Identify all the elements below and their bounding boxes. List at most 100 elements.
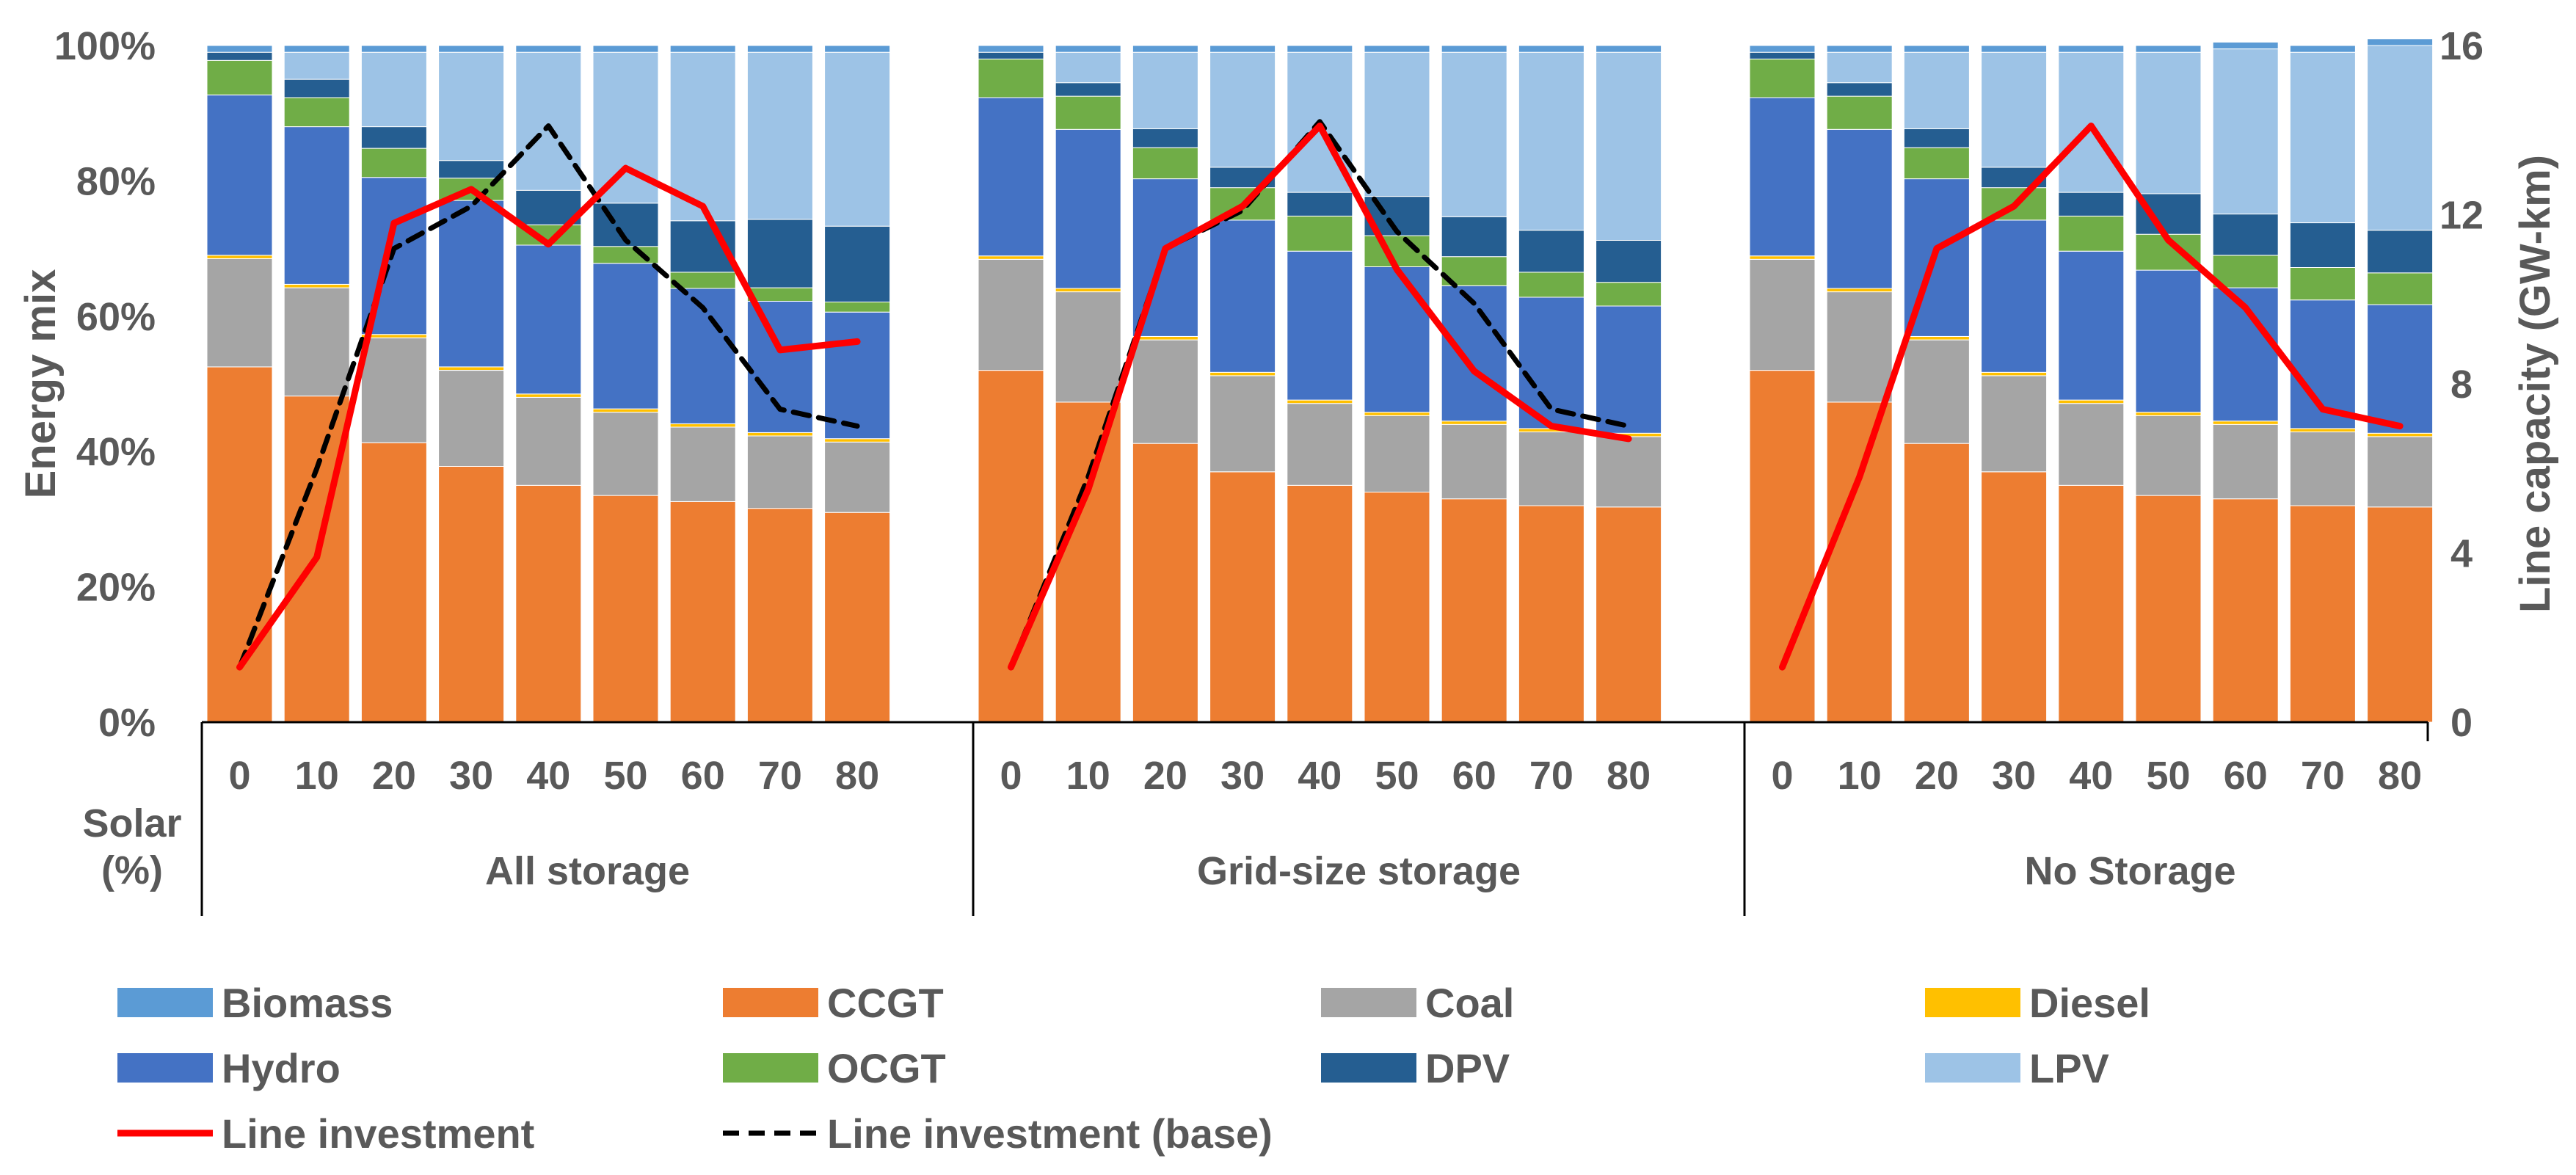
bar-segment-coal-50 <box>2135 415 2202 496</box>
legend-swatch-ccgt <box>723 988 818 1017</box>
bar-segment-ccgt-70 <box>1518 505 1584 723</box>
bar-segment-ocgt-80 <box>824 301 891 313</box>
bar-segment-coal-30 <box>438 370 505 467</box>
legend-label-diesel: Diesel <box>2029 980 2150 1026</box>
bar-segment-ccgt-20 <box>1132 443 1198 723</box>
bar-segment-coal-20 <box>360 337 427 443</box>
lines-layer <box>236 119 2404 671</box>
bars-layer <box>206 38 2434 723</box>
bar-segment-lpv-70 <box>746 51 813 220</box>
bar-segment-biomass-0 <box>206 45 273 53</box>
legend-label-coal: Coal <box>1425 980 1514 1026</box>
bar-segment-diesel-0 <box>978 255 1044 260</box>
legend: Biomass CCGT Coal Diesel Hydro OCGT DPV LPV Line… <box>117 980 2150 1157</box>
line-investment-series-2 <box>1008 123 1632 671</box>
x-tick-label: 30 <box>1220 754 1265 798</box>
x-tick-label: 20 <box>1143 754 1187 798</box>
bar-segment-dpv-0 <box>206 51 273 61</box>
bar-segment-lpv-80 <box>1596 51 1662 241</box>
bar-segment-biomass-20 <box>1132 45 1198 53</box>
bar-segment-dpv-40 <box>1287 192 1353 217</box>
bar-segment-ccgt-10 <box>1826 401 1893 723</box>
bar-segment-diesel-50 <box>2135 412 2202 416</box>
bar-segment-ccgt-30 <box>1209 471 1276 723</box>
bar-segment-hydro-0 <box>978 97 1044 257</box>
bar-segment-diesel-0 <box>1749 255 1816 260</box>
bar-segment-ocgt-60 <box>1441 256 1507 286</box>
bar-segment-lpv-80 <box>2367 45 2434 231</box>
bar-segment-biomass-70 <box>746 45 813 53</box>
legend-label-lpv: LPV <box>2029 1045 2109 1091</box>
y-right-tick-label: 8 <box>2451 363 2473 407</box>
bar-segment-hydro-10 <box>1826 128 1893 289</box>
y-left-tick-label: 80% <box>76 159 156 203</box>
bar-segment-ocgt-70 <box>1518 272 1584 298</box>
bar-segment-coal-40 <box>1287 403 1353 486</box>
bar-segment-biomass-0 <box>978 45 1044 53</box>
legend-label-biomass: Biomass <box>222 980 393 1026</box>
bar-segment-ocgt-80 <box>1596 282 1662 307</box>
legend-label-ccgt: CCGT <box>827 980 944 1026</box>
bar-segment-ocgt-80 <box>2367 272 2434 305</box>
bar-segment-lpv-20 <box>1132 51 1198 129</box>
bar-segment-diesel-80 <box>824 438 891 443</box>
legend-swatch-lpv <box>1925 1053 2020 1083</box>
bar-segment-hydro-60 <box>1441 285 1507 422</box>
bar-segment-diesel-40 <box>515 393 582 398</box>
bar-segment-ocgt-20 <box>360 148 427 178</box>
legend-swatch-dpv <box>1321 1053 1416 1083</box>
bar-segment-biomass-40 <box>2058 45 2125 53</box>
bar-segment-biomass-60 <box>1441 45 1507 53</box>
legend-swatch-hydro <box>117 1053 213 1083</box>
bar-segment-ocgt-20 <box>1903 147 1970 180</box>
x-tick-label: 80 <box>1607 754 1651 798</box>
bar-segment-coal-40 <box>2058 403 2125 486</box>
legend-label-line-investment: Line investment <box>222 1110 534 1157</box>
bar-segment-biomass-30 <box>1981 45 2048 53</box>
y-left-tick-label: 0% <box>98 701 156 745</box>
bar-segment-lpv-30 <box>438 51 505 161</box>
bar-segment-diesel-30 <box>1981 371 2048 376</box>
bar-segment-diesel-70 <box>746 432 813 437</box>
bar-segment-coal-70 <box>1518 432 1584 506</box>
x-tick-label: 40 <box>1298 754 1342 798</box>
bar-segment-diesel-10 <box>1826 288 1893 293</box>
bar-segment-ccgt-50 <box>1364 492 1430 723</box>
legend-label-ocgt: OCGT <box>827 1045 946 1091</box>
axes-layer <box>200 721 2429 916</box>
y-left-tick-label: 20% <box>76 566 156 610</box>
line-investment-series-1 <box>236 164 861 671</box>
bar-segment-lpv-50 <box>2135 51 2202 194</box>
bar-segment-biomass-50 <box>1364 45 1430 53</box>
bar-segment-dpv-80 <box>2367 230 2434 274</box>
legend-label-hydro: Hydro <box>222 1045 341 1091</box>
bar-segment-ocgt-20 <box>1132 147 1198 180</box>
bar-segment-lpv-30 <box>1981 51 2048 168</box>
bar-segment-coal-30 <box>1981 375 2048 473</box>
bar-segment-ccgt-60 <box>2212 498 2279 723</box>
bar-segment-lpv-40 <box>2058 51 2125 193</box>
bar-segment-biomass-10 <box>283 45 350 53</box>
x-tick-label: 30 <box>1992 754 2036 798</box>
bar-segment-ccgt-60 <box>1441 498 1507 723</box>
bar-segment-biomass-10 <box>1826 45 1893 53</box>
bar-segment-lpv-20 <box>360 51 427 128</box>
bar-group-grid-size-storage <box>978 45 1662 723</box>
bar-segment-diesel-10 <box>1055 288 1121 293</box>
bar-segment-ocgt-0 <box>206 59 273 95</box>
bar-segment-biomass-50 <box>2135 45 2202 53</box>
bar-segment-coal-0 <box>1749 258 1816 371</box>
bar-segment-biomass-20 <box>1903 45 1970 53</box>
bar-segment-hydro-30 <box>1209 219 1276 373</box>
legend-swatch-biomass <box>117 988 213 1017</box>
x-tick-label: 20 <box>372 754 416 798</box>
x-tick-label: 0 <box>228 754 250 798</box>
x-tick-label: 30 <box>449 754 493 798</box>
x-tick-label: 10 <box>295 754 339 798</box>
bar-segment-biomass-10 <box>1055 45 1121 53</box>
labels-layer: 0% 20% 40% 60% 80% 100% 0 4 8 12 16 Energy mix Line … <box>17 24 2559 893</box>
bar-segment-coal-80 <box>2367 436 2434 508</box>
bar-segment-diesel-50 <box>1364 412 1430 416</box>
bar-segment-hydro-50 <box>592 263 659 410</box>
bar-segment-dpv-60 <box>2212 214 2279 256</box>
